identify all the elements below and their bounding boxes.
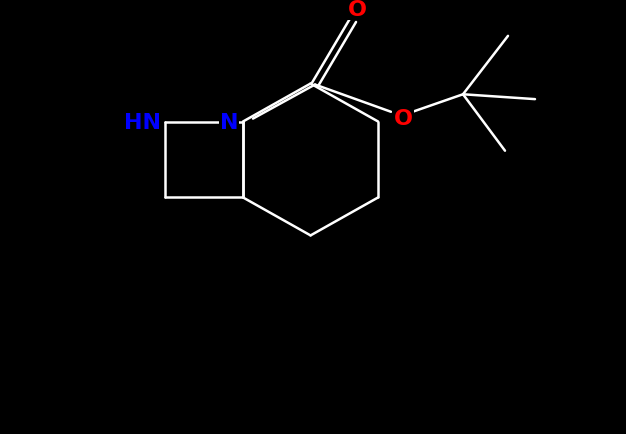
Text: O: O: [347, 0, 366, 20]
Text: HN: HN: [125, 112, 162, 132]
Text: N: N: [220, 112, 239, 132]
Text: O: O: [394, 108, 413, 128]
